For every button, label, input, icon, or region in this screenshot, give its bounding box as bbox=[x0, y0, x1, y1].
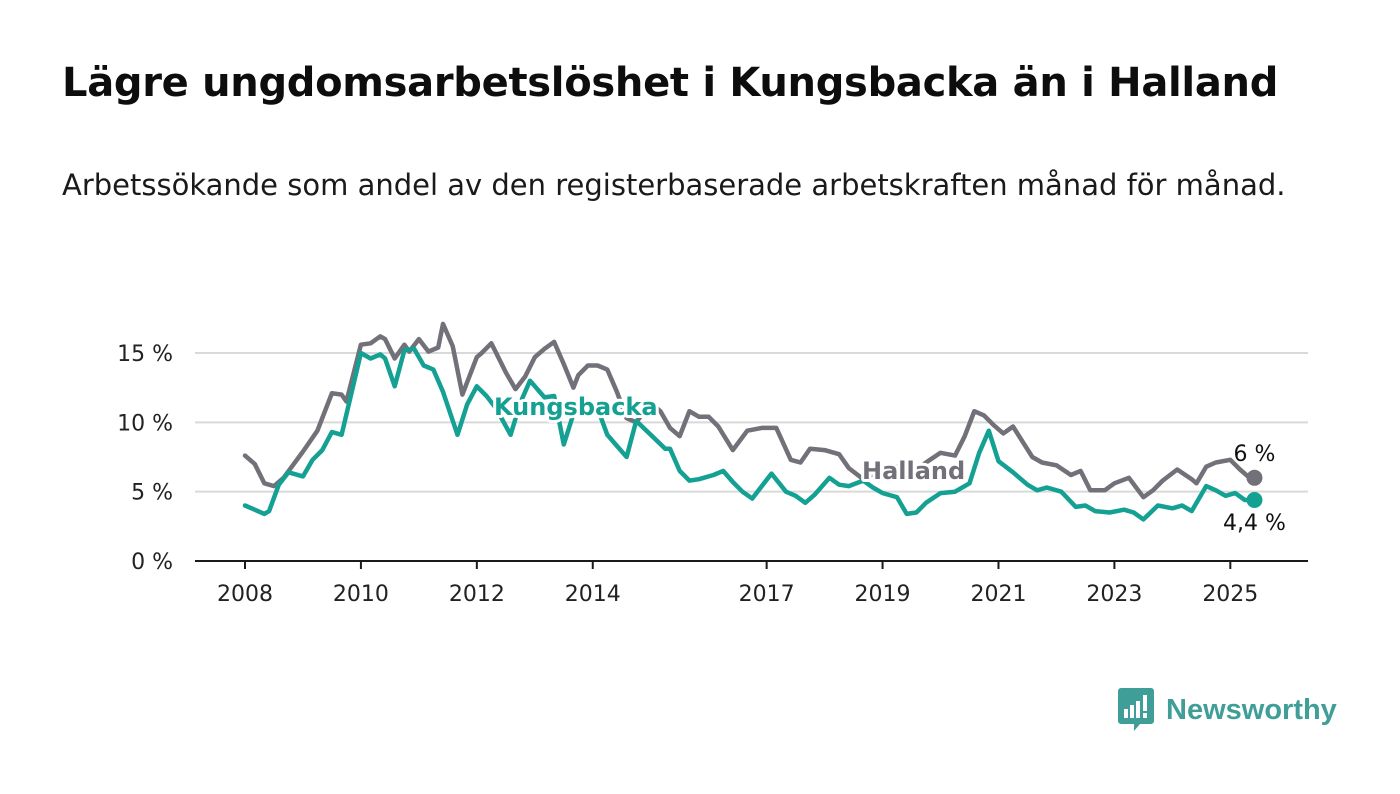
x-tick-label: 2021 bbox=[970, 582, 1026, 607]
x-tick-label: 2012 bbox=[449, 582, 505, 607]
x-tick-label: 2019 bbox=[855, 582, 911, 607]
newsworthy-chart-bubble-icon bbox=[1118, 688, 1154, 731]
y-tick-label: 5 % bbox=[131, 481, 173, 506]
y-tick-label: 10 % bbox=[117, 411, 173, 436]
x-tick-label: 2017 bbox=[739, 582, 795, 607]
series-label-halland: Halland bbox=[862, 457, 965, 485]
y-tick-label: 15 % bbox=[117, 342, 173, 367]
chart-title: Lägre ungdomsarbetslöshet i Kungsbacka ä… bbox=[62, 60, 1279, 106]
x-tick-label: 2023 bbox=[1086, 582, 1142, 607]
x-tick-label: 2008 bbox=[217, 582, 273, 607]
end-label-halland: 6 % bbox=[1234, 442, 1276, 467]
x-tick-label: 2010 bbox=[333, 582, 389, 607]
series-line-halland bbox=[242, 321, 1257, 500]
end-point-halland bbox=[1246, 469, 1263, 486]
x-tick-label: 2014 bbox=[565, 582, 621, 607]
series-label-kungsbacka: Kungsbacka bbox=[494, 393, 658, 421]
series-line-kungsbacka bbox=[242, 346, 1257, 522]
brand-logo: Newsworthy bbox=[1118, 688, 1337, 732]
x-tick-label: 2025 bbox=[1202, 582, 1258, 607]
brand-name: Newsworthy bbox=[1166, 693, 1337, 726]
chart-subtitle: Arbetssökande som andel av den registerb… bbox=[62, 168, 1286, 202]
end-point-kungsbacka bbox=[1246, 491, 1263, 508]
end-label-kungsbacka: 4,4 % bbox=[1223, 511, 1286, 536]
y-tick-label: 0 % bbox=[131, 550, 173, 575]
